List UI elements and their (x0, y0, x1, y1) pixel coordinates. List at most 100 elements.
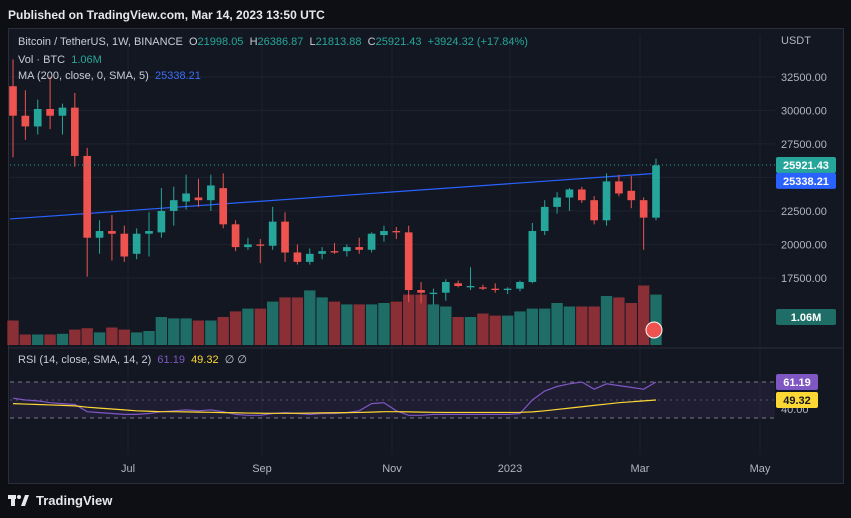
candle-body (454, 283, 462, 286)
volume-bar (205, 320, 217, 345)
candle-body (46, 109, 54, 116)
volume-bar (7, 320, 19, 345)
open-value: 21998.05 (197, 36, 244, 48)
volume-bar (291, 297, 304, 345)
candle-body (33, 109, 42, 127)
rsi-label: RSI (14, close, SMA, 14, 2) (18, 354, 152, 366)
price-tick-label: 27500.00 (781, 139, 827, 151)
candle-body (83, 155, 92, 238)
volume-bar (180, 318, 192, 345)
volume-bar (415, 294, 427, 345)
volume-bar (452, 317, 464, 345)
volume-bar (304, 290, 316, 345)
volume-bar (539, 308, 551, 345)
candle-body (219, 188, 228, 225)
rsi-value: 61.19 (157, 354, 185, 366)
candle-body (491, 288, 500, 291)
candle-body (70, 107, 79, 156)
time-tick-label: May (750, 463, 771, 475)
candle-body (207, 185, 215, 201)
low-label: L (309, 36, 316, 48)
chart-frame[interactable] (8, 28, 844, 484)
ma-value: 25338.21 (154, 70, 201, 82)
volume-bar (168, 318, 180, 345)
volume-bar (279, 297, 291, 345)
candle-body (268, 221, 277, 246)
axes: 32500.0030000.0027500.0025000.0022500.00… (9, 35, 843, 475)
rsi-ma-value: 49.32 (191, 354, 219, 366)
volume-bar (551, 303, 563, 345)
volume-label: Vol · BTC (18, 54, 66, 66)
candle-body (95, 231, 104, 238)
currency-label: USDT (781, 35, 811, 47)
volume-bar (600, 296, 613, 345)
candle-body (590, 200, 599, 221)
rsi-ma-tag-bg (776, 392, 818, 408)
candle-body (540, 206, 549, 232)
change-value: +3924.32 (+17.84%) (427, 36, 528, 48)
close-label: C (367, 36, 376, 48)
volume-bar (365, 304, 378, 345)
candle-body (367, 233, 376, 250)
rsi-pane (10, 381, 775, 419)
volume-bar (130, 332, 143, 345)
volume-bar (229, 311, 242, 345)
candle-body (404, 232, 413, 291)
volume-bar (489, 315, 501, 345)
candle-body (108, 231, 116, 234)
candle-body (577, 189, 586, 201)
close-value: 25921.43 (375, 36, 422, 48)
rsi-extra: ∅ ∅ (224, 354, 247, 366)
volume-bar (625, 303, 637, 345)
volume-bar (390, 301, 403, 345)
volume-bar (514, 311, 526, 345)
volume-bar (464, 317, 477, 345)
ma-label: MA (200, close, 0, SMA, 5) (18, 70, 149, 82)
candle-body (380, 231, 388, 236)
candle-body (9, 86, 17, 116)
volume-bar (266, 301, 279, 345)
candle-body (516, 281, 524, 289)
last-price-tag: 25921.43 (783, 160, 829, 172)
volume-bar (650, 294, 662, 345)
rsi-legend: RSI (14, close, SMA, 14, 2) 61.19 49.32 … (18, 353, 247, 366)
candle-body (145, 231, 153, 234)
volume-bar (427, 304, 440, 345)
time-tick-label: Mar (631, 463, 650, 475)
low-value: 21813.88 (315, 36, 362, 48)
candle-body (652, 165, 660, 218)
flag-badge-icon (645, 321, 663, 339)
volume-bar (613, 297, 625, 345)
ma-price-tag: 25338.21 (783, 176, 829, 188)
volume-value: 1.06M (71, 54, 102, 66)
volume-bar (69, 329, 81, 345)
candle-body (305, 253, 314, 262)
candle-body (132, 233, 141, 254)
volume-bar (501, 315, 514, 345)
rsi-line (12, 381, 657, 416)
volume-bar (588, 306, 600, 345)
candle-body (417, 290, 425, 293)
candle-body (58, 107, 67, 116)
candle-body (639, 200, 648, 218)
volume-bar (316, 297, 328, 345)
price-tick-label: 20000.00 (781, 239, 827, 251)
ma-line-layer (9, 172, 657, 220)
candle-body (330, 251, 339, 253)
candle-body (21, 115, 30, 127)
published-label: Published on TradingView.com, Mar 14, 20… (8, 8, 325, 22)
symbol-legend: Bitcoin / TetherUS, 1W, BINANCE O21998.0… (18, 36, 528, 48)
volume-bars (7, 285, 662, 345)
candle-body (281, 221, 289, 253)
volume-bar (328, 301, 341, 345)
candle-body (528, 231, 537, 282)
price-tick-label: 22500.00 (781, 206, 827, 218)
candle-body (392, 231, 401, 233)
candle-body (627, 190, 636, 201)
volume-bar (143, 331, 155, 345)
time-tick-label: 2023 (498, 463, 522, 475)
candle-body (157, 210, 166, 233)
footer-brand[interactable]: TradingView (8, 490, 112, 510)
candle-body (615, 181, 623, 194)
